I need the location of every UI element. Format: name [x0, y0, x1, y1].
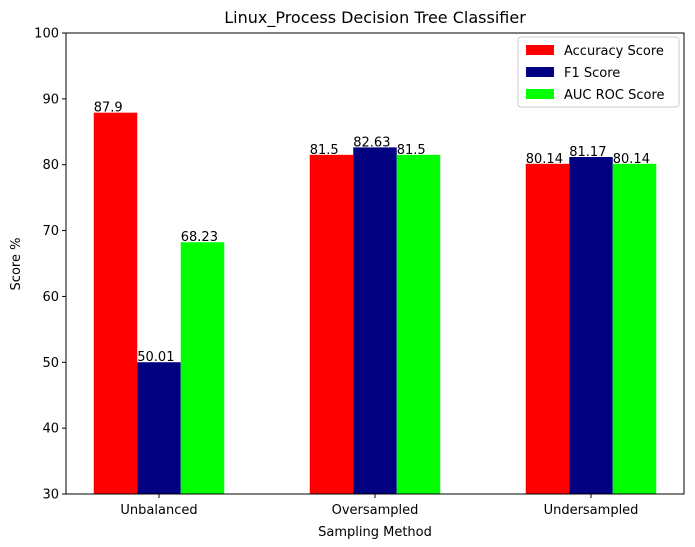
legend-swatch — [526, 67, 554, 77]
y-tick-label: 60 — [42, 290, 59, 305]
y-tick-label: 50 — [42, 356, 59, 371]
y-tick-label: 90 — [42, 92, 59, 107]
x-axis-label: Sampling Method — [318, 525, 432, 540]
legend-swatch — [526, 45, 554, 55]
y-tick-label: 30 — [42, 488, 59, 503]
bars-layer — [93, 112, 657, 495]
data-label: 81.5 — [310, 143, 339, 158]
bar-unbalanced-f1-score — [137, 362, 181, 494]
legend-label: F1 Score — [564, 66, 620, 81]
bar-undersampled-f1-score — [569, 157, 613, 494]
data-label: 50.01 — [137, 350, 174, 365]
chart-title: Linux_Process Decision Tree Classifier — [224, 8, 526, 28]
data-label: 81.5 — [397, 143, 426, 158]
data-label: 81.17 — [569, 145, 606, 160]
axes-layer: 30 40 50 60 70 80 90 100 Unbalanced Oversampled Un… — [34, 27, 685, 518]
bar-oversampled-accuracy-score — [309, 154, 354, 495]
bar-undersampled-auc-roc-score — [612, 163, 657, 494]
data-label: 68.23 — [181, 230, 218, 245]
x-tick-label: Unbalanced — [120, 503, 197, 518]
bar-unbalanced-auc-roc-score — [180, 242, 225, 494]
bar-oversampled-auc-roc-score — [396, 154, 441, 495]
data-label: 80.14 — [526, 152, 563, 167]
data-labels-layer: 87.9 81.5 80.14 50.01 82.63 81.17 68.23 81.5 80.… — [94, 101, 650, 366]
data-label: 87.9 — [94, 101, 123, 116]
y-tick-label: 80 — [42, 158, 59, 173]
y-tick-label: 70 — [42, 224, 59, 239]
y-tick-label: 100 — [34, 27, 59, 42]
data-label: 82.63 — [353, 135, 390, 150]
legend-box — [517, 36, 680, 108]
legend-label: AUC ROC Score — [564, 88, 665, 103]
x-tick-label: Oversampled — [332, 503, 419, 518]
bar-oversampled-f1-score — [353, 147, 397, 494]
legend-swatch — [526, 89, 554, 99]
y-tick-label: 40 — [42, 422, 59, 437]
legend-label: Accuracy Score — [564, 44, 664, 59]
y-axis-label: Score % — [9, 238, 24, 291]
bar-unbalanced-accuracy-score — [93, 112, 138, 495]
x-tick-label: Undersampled — [544, 503, 639, 518]
legend: Accuracy Score F1 Score AUC ROC Score — [517, 36, 680, 108]
data-label: 80.14 — [613, 152, 650, 167]
bar-undersampled-accuracy-score — [525, 163, 570, 494]
